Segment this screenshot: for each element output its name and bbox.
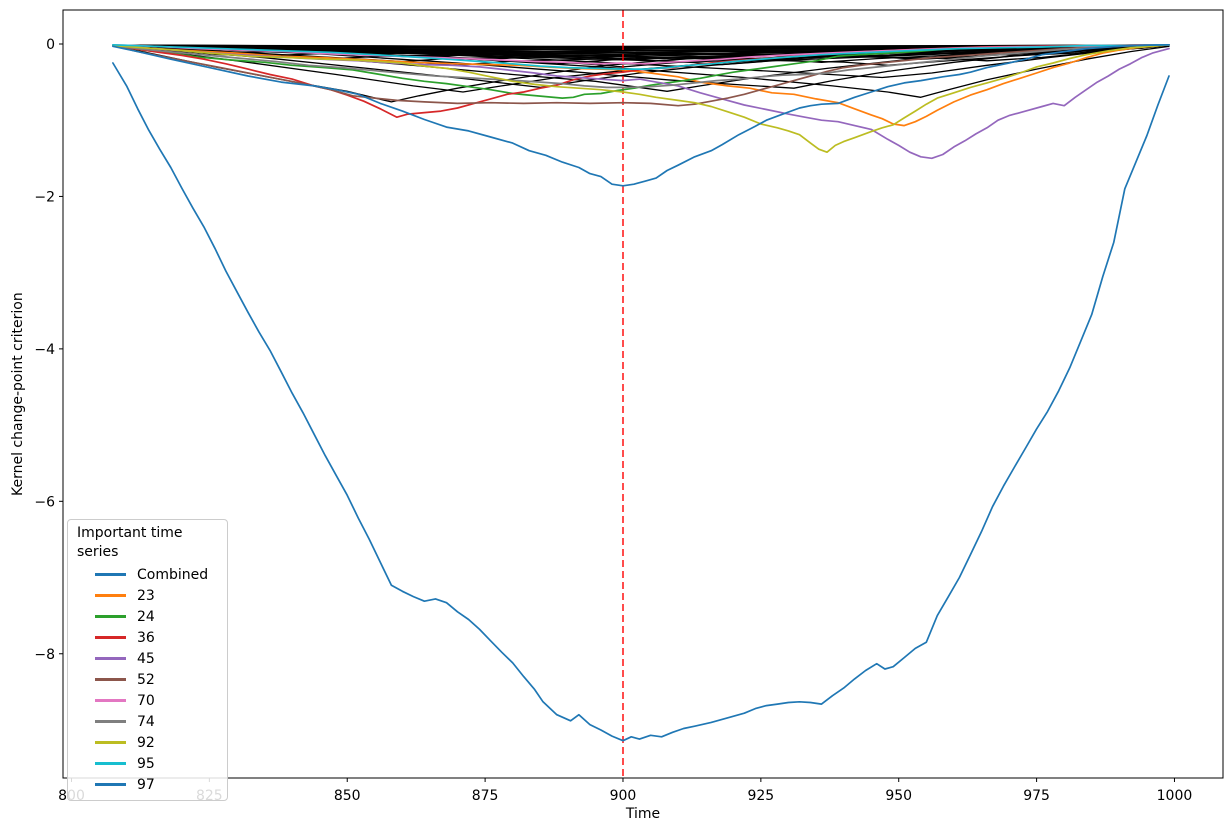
series-line-92: [112, 43, 1170, 154]
y-tick-label: −2: [34, 189, 55, 205]
legend-swatch: [95, 636, 126, 639]
legend-item: 95: [76, 753, 219, 774]
legend-item: 45: [76, 648, 219, 669]
legend: Important time series Combined 23 24 36 45 52…: [67, 519, 228, 801]
y-tick-label: −6: [34, 494, 55, 510]
legend-swatch: [95, 657, 126, 660]
legend-swatch: [95, 699, 126, 702]
legend-rows: Combined 23 24 36 45 52 70 74 92 95 97: [76, 564, 219, 795]
series-line-74: [112, 43, 1170, 89]
x-tick-label: 850: [334, 788, 361, 804]
legend-swatch: [95, 762, 126, 765]
series-line-97: [112, 43, 1170, 187]
legend-item: 97: [76, 774, 219, 795]
legend-swatch: [95, 615, 126, 618]
legend-swatch: [95, 720, 126, 723]
x-tick-label: 925: [747, 788, 774, 804]
legend-item: 52: [76, 669, 219, 690]
legend-label: 95: [137, 755, 155, 772]
series-line-24: [112, 43, 1170, 99]
legend-item: Combined: [76, 564, 219, 585]
legend-label: Combined: [137, 566, 209, 583]
legend-swatch: [95, 783, 126, 786]
legend-title: Important time series: [77, 525, 183, 560]
x-tick-label: 875: [472, 788, 499, 804]
legend-label: 24: [137, 608, 155, 625]
legend-item: 92: [76, 732, 219, 753]
x-tick-label: 900: [610, 788, 637, 804]
y-axis-label: Kernel change-point criterion: [10, 292, 26, 496]
y-tick-label: −4: [34, 342, 55, 358]
other-series-line: [112, 44, 1170, 66]
y-tick-label: −8: [34, 647, 55, 663]
x-tick-label: 1000: [1157, 788, 1193, 804]
legend-swatch: [95, 678, 126, 681]
legend-item: 23: [76, 585, 219, 606]
legend-item: 70: [76, 690, 219, 711]
series-line-45: [112, 44, 1170, 160]
legend-swatch: [95, 594, 126, 597]
legend-swatch: [95, 573, 126, 576]
legend-item: 74: [76, 711, 219, 732]
x-tick-label: 950: [885, 788, 912, 804]
legend-label: 97: [137, 776, 155, 793]
series-line-Combined: [112, 62, 1170, 742]
legend-label: 23: [137, 587, 155, 604]
series-line-23: [112, 43, 1170, 127]
legend-swatch: [95, 741, 126, 744]
legend-label: 92: [137, 734, 155, 751]
legend-label: 74: [137, 713, 155, 730]
y-tick-label: 0: [46, 37, 55, 53]
legend-label: 52: [137, 671, 155, 688]
plot-area-border: [62, 9, 1224, 779]
legend-label: 70: [137, 692, 155, 709]
legend-label: 36: [137, 629, 155, 646]
legend-item: 24: [76, 606, 219, 627]
series-line-95: [112, 43, 1170, 70]
x-tick-label: 975: [1023, 788, 1050, 804]
other-series-line: [112, 44, 1170, 62]
legend-label: 45: [137, 650, 155, 667]
legend-item: 36: [76, 627, 219, 648]
x-axis-label: Time: [625, 806, 661, 822]
